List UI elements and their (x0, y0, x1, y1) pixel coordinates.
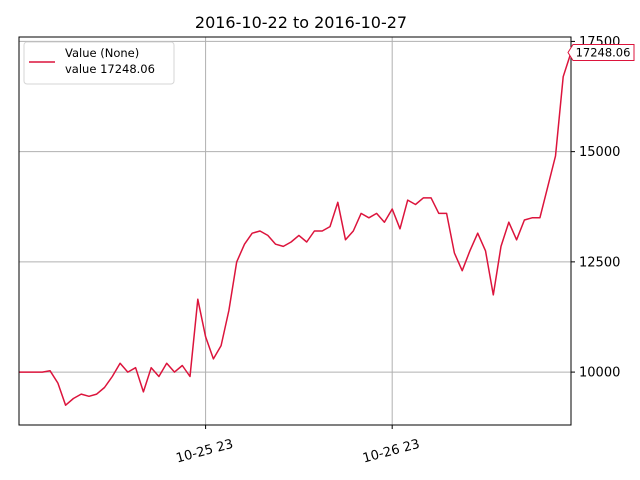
last-value-label: 17248.06 (576, 46, 631, 60)
grid-lines (19, 37, 571, 425)
legend[interactable]: Value (None) value 17248.06 (23, 41, 175, 85)
y-tick-label: 12500 (579, 255, 620, 270)
plot-frame (18, 36, 572, 426)
callout-box (567, 44, 635, 61)
chart-title: 2016-10-22 to 2016-10-27 (195, 13, 407, 32)
legend-label-value: value 17248.06 (65, 62, 155, 76)
legend-label-series: Value (None) (65, 46, 139, 60)
legend-box (23, 41, 175, 85)
series-line-layer (19, 52, 572, 406)
y-tick-label: 10000 (579, 366, 620, 381)
y-tick-label: 15000 (579, 145, 620, 160)
series-line (19, 52, 572, 406)
last-value-callout: 17248.06 (567, 44, 635, 61)
